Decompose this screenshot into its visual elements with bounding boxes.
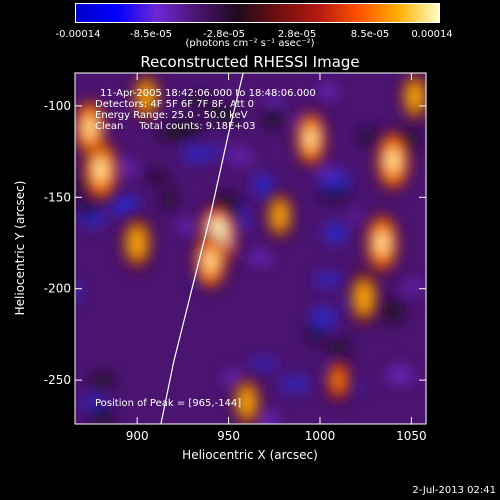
background-blob bbox=[90, 374, 115, 389]
source-core bbox=[411, 89, 419, 104]
background-blob bbox=[323, 221, 347, 245]
source-core bbox=[276, 208, 284, 223]
background-blob bbox=[318, 83, 339, 99]
source-core bbox=[133, 235, 141, 251]
source-core bbox=[206, 253, 215, 270]
y-tick-label: -250 bbox=[44, 373, 71, 387]
background-blob bbox=[228, 148, 253, 164]
annotation-line: Detectors: 4F 5F 6F 7F 8F, Att 0 bbox=[95, 99, 254, 110]
x-axis-label: Heliocentric X (arcsec) bbox=[182, 448, 318, 462]
annotation-line: Energy Range: 25.0 - 50.0 keV bbox=[95, 110, 248, 121]
background-blob bbox=[253, 409, 279, 424]
background-blob bbox=[162, 188, 176, 211]
source-core bbox=[306, 130, 315, 147]
background-blob bbox=[319, 171, 350, 189]
background-blob bbox=[76, 397, 109, 408]
colorbar-gradient bbox=[76, 4, 439, 22]
background-blob bbox=[182, 146, 210, 163]
background-blob bbox=[236, 208, 249, 229]
x-tick-label: 1050 bbox=[396, 429, 427, 443]
background-blob bbox=[109, 195, 140, 216]
peak-label: Position of Peak = [965,-144] bbox=[95, 398, 241, 409]
colorbar-unit-label: (photons cm⁻² s⁻¹ asec⁻²) bbox=[185, 38, 315, 49]
background-blob bbox=[403, 280, 422, 294]
background-blob bbox=[89, 405, 114, 424]
colorbar bbox=[75, 3, 440, 23]
source-core bbox=[388, 151, 398, 170]
colorbar-tick: -8.5e-05 bbox=[130, 29, 172, 40]
heatmap-texture bbox=[75, 83, 422, 424]
source-core bbox=[142, 89, 150, 104]
source-core bbox=[243, 394, 251, 410]
background-blob bbox=[172, 119, 203, 138]
background-blob bbox=[249, 359, 278, 370]
colorbar-tick: -0.00014 bbox=[55, 29, 101, 40]
x-tick-label: 900 bbox=[126, 429, 149, 443]
background-blob bbox=[311, 164, 336, 176]
y-tick-label: -100 bbox=[44, 99, 71, 113]
background-blob bbox=[141, 171, 170, 183]
colorbar-tick: 0.00014 bbox=[411, 29, 453, 40]
background-blob bbox=[79, 200, 96, 219]
heatmap-sources bbox=[75, 73, 426, 424]
x-tick-label: 950 bbox=[217, 429, 240, 443]
background-blob bbox=[313, 273, 345, 286]
background-blob bbox=[382, 299, 404, 323]
background-blob bbox=[349, 211, 364, 224]
source-core bbox=[96, 160, 106, 179]
background-blob bbox=[310, 306, 336, 329]
colorbar-tick: 2.8e-05 bbox=[277, 29, 317, 40]
source-core bbox=[335, 373, 342, 387]
background-blob bbox=[264, 105, 284, 128]
plot-frame bbox=[74, 72, 427, 425]
source-core bbox=[377, 234, 387, 252]
background-blob bbox=[178, 219, 201, 235]
colorbar-tick: -2.8e-05 bbox=[203, 29, 245, 40]
y-axis-label: Heliocentric Y (arcsec) bbox=[13, 181, 27, 316]
background-blob bbox=[279, 377, 311, 392]
background-blob bbox=[207, 105, 238, 125]
background-blob bbox=[182, 95, 214, 107]
y-tick-label: -150 bbox=[44, 190, 71, 204]
annotation-line: 11-Apr-2005 18:42:06.000 to 18:48:06.000 bbox=[100, 88, 316, 99]
chart-title: Reconstructed RHESSI Image bbox=[140, 53, 360, 71]
x-tick-label: 1000 bbox=[305, 429, 336, 443]
background-blob bbox=[327, 340, 350, 356]
source-core bbox=[360, 290, 368, 306]
background-blob bbox=[254, 171, 267, 196]
background-blob bbox=[222, 371, 244, 381]
timestamp: 2-Jul-2013 02:41 bbox=[412, 485, 496, 496]
background-blob bbox=[207, 147, 228, 156]
source-core bbox=[85, 119, 94, 137]
y-tick-label: -200 bbox=[44, 282, 71, 296]
colorbar-tick: 8.5e-05 bbox=[350, 29, 390, 40]
background-blob bbox=[247, 250, 273, 266]
background-blob bbox=[356, 128, 376, 143]
solar-limb-curve bbox=[160, 73, 244, 424]
annotation-line: Clean Total counts: 9.18E+03 bbox=[95, 121, 255, 132]
background-blob bbox=[386, 365, 414, 385]
